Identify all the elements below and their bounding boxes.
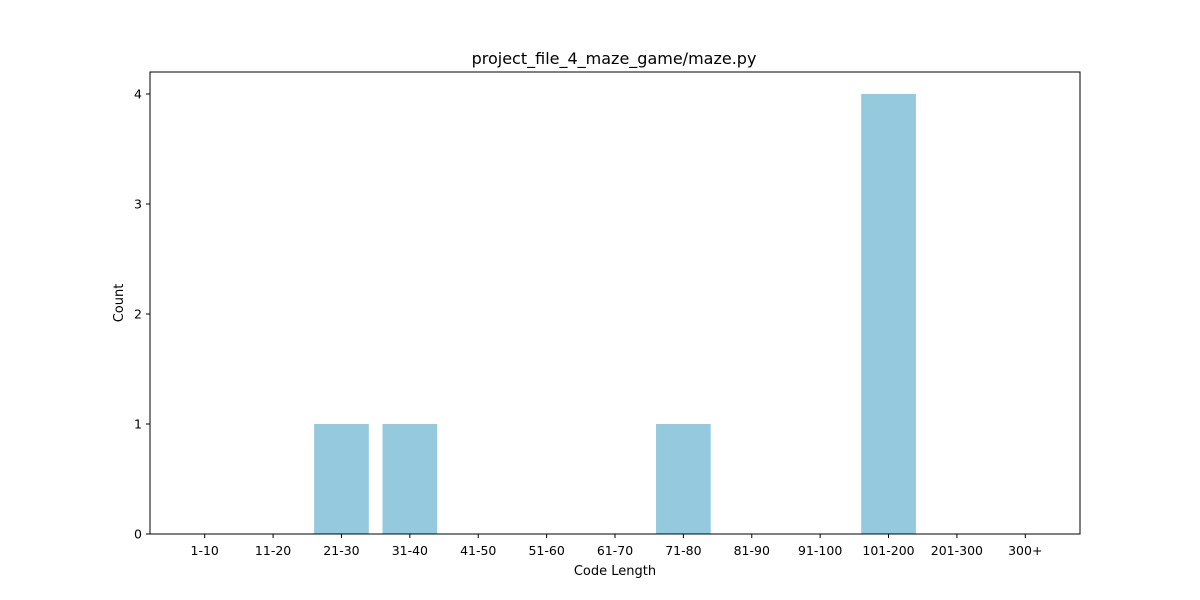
x-tick-label: 1-10 bbox=[191, 543, 219, 558]
bars bbox=[314, 94, 916, 534]
y-axis-ticks: 0 1 2 3 4 bbox=[134, 87, 150, 542]
y-tick-label: 3 bbox=[134, 197, 142, 212]
bar-21-30 bbox=[314, 424, 369, 534]
x-tick-label: 31-40 bbox=[392, 543, 428, 558]
x-tick-label: 11-20 bbox=[255, 543, 291, 558]
y-tick-label: 4 bbox=[134, 87, 142, 102]
x-tick-label: 61-70 bbox=[597, 543, 633, 558]
x-tick-label: 81-90 bbox=[734, 543, 770, 558]
x-tick-label: 41-50 bbox=[460, 543, 496, 558]
x-tick-label: 101-200 bbox=[862, 543, 914, 558]
x-tick-label: 71-80 bbox=[665, 543, 701, 558]
plot-frame bbox=[149, 71, 1081, 535]
x-axis-label: Code Length bbox=[574, 564, 656, 579]
x-tick-label: 21-30 bbox=[323, 543, 359, 558]
x-tick-label: 201-300 bbox=[931, 543, 983, 558]
y-axis-label: Count bbox=[112, 284, 127, 323]
bar-71-80 bbox=[656, 424, 711, 534]
y-tick-label: 2 bbox=[134, 307, 142, 322]
y-tick-label: 1 bbox=[134, 417, 142, 432]
chart-title: project_file_4_maze_game/maze.py bbox=[472, 49, 757, 69]
x-axis-ticks: 1-10 11-20 21-30 31-40 41-50 51-60 61-70 71-80 8… bbox=[191, 534, 1042, 558]
x-tick-label: 300+ bbox=[1008, 543, 1042, 558]
bar-101-200 bbox=[861, 94, 916, 534]
bar-31-40 bbox=[382, 424, 438, 534]
x-tick-label: 51-60 bbox=[528, 543, 564, 558]
x-tick-label: 91-100 bbox=[798, 543, 842, 558]
y-tick-label: 0 bbox=[134, 527, 142, 542]
